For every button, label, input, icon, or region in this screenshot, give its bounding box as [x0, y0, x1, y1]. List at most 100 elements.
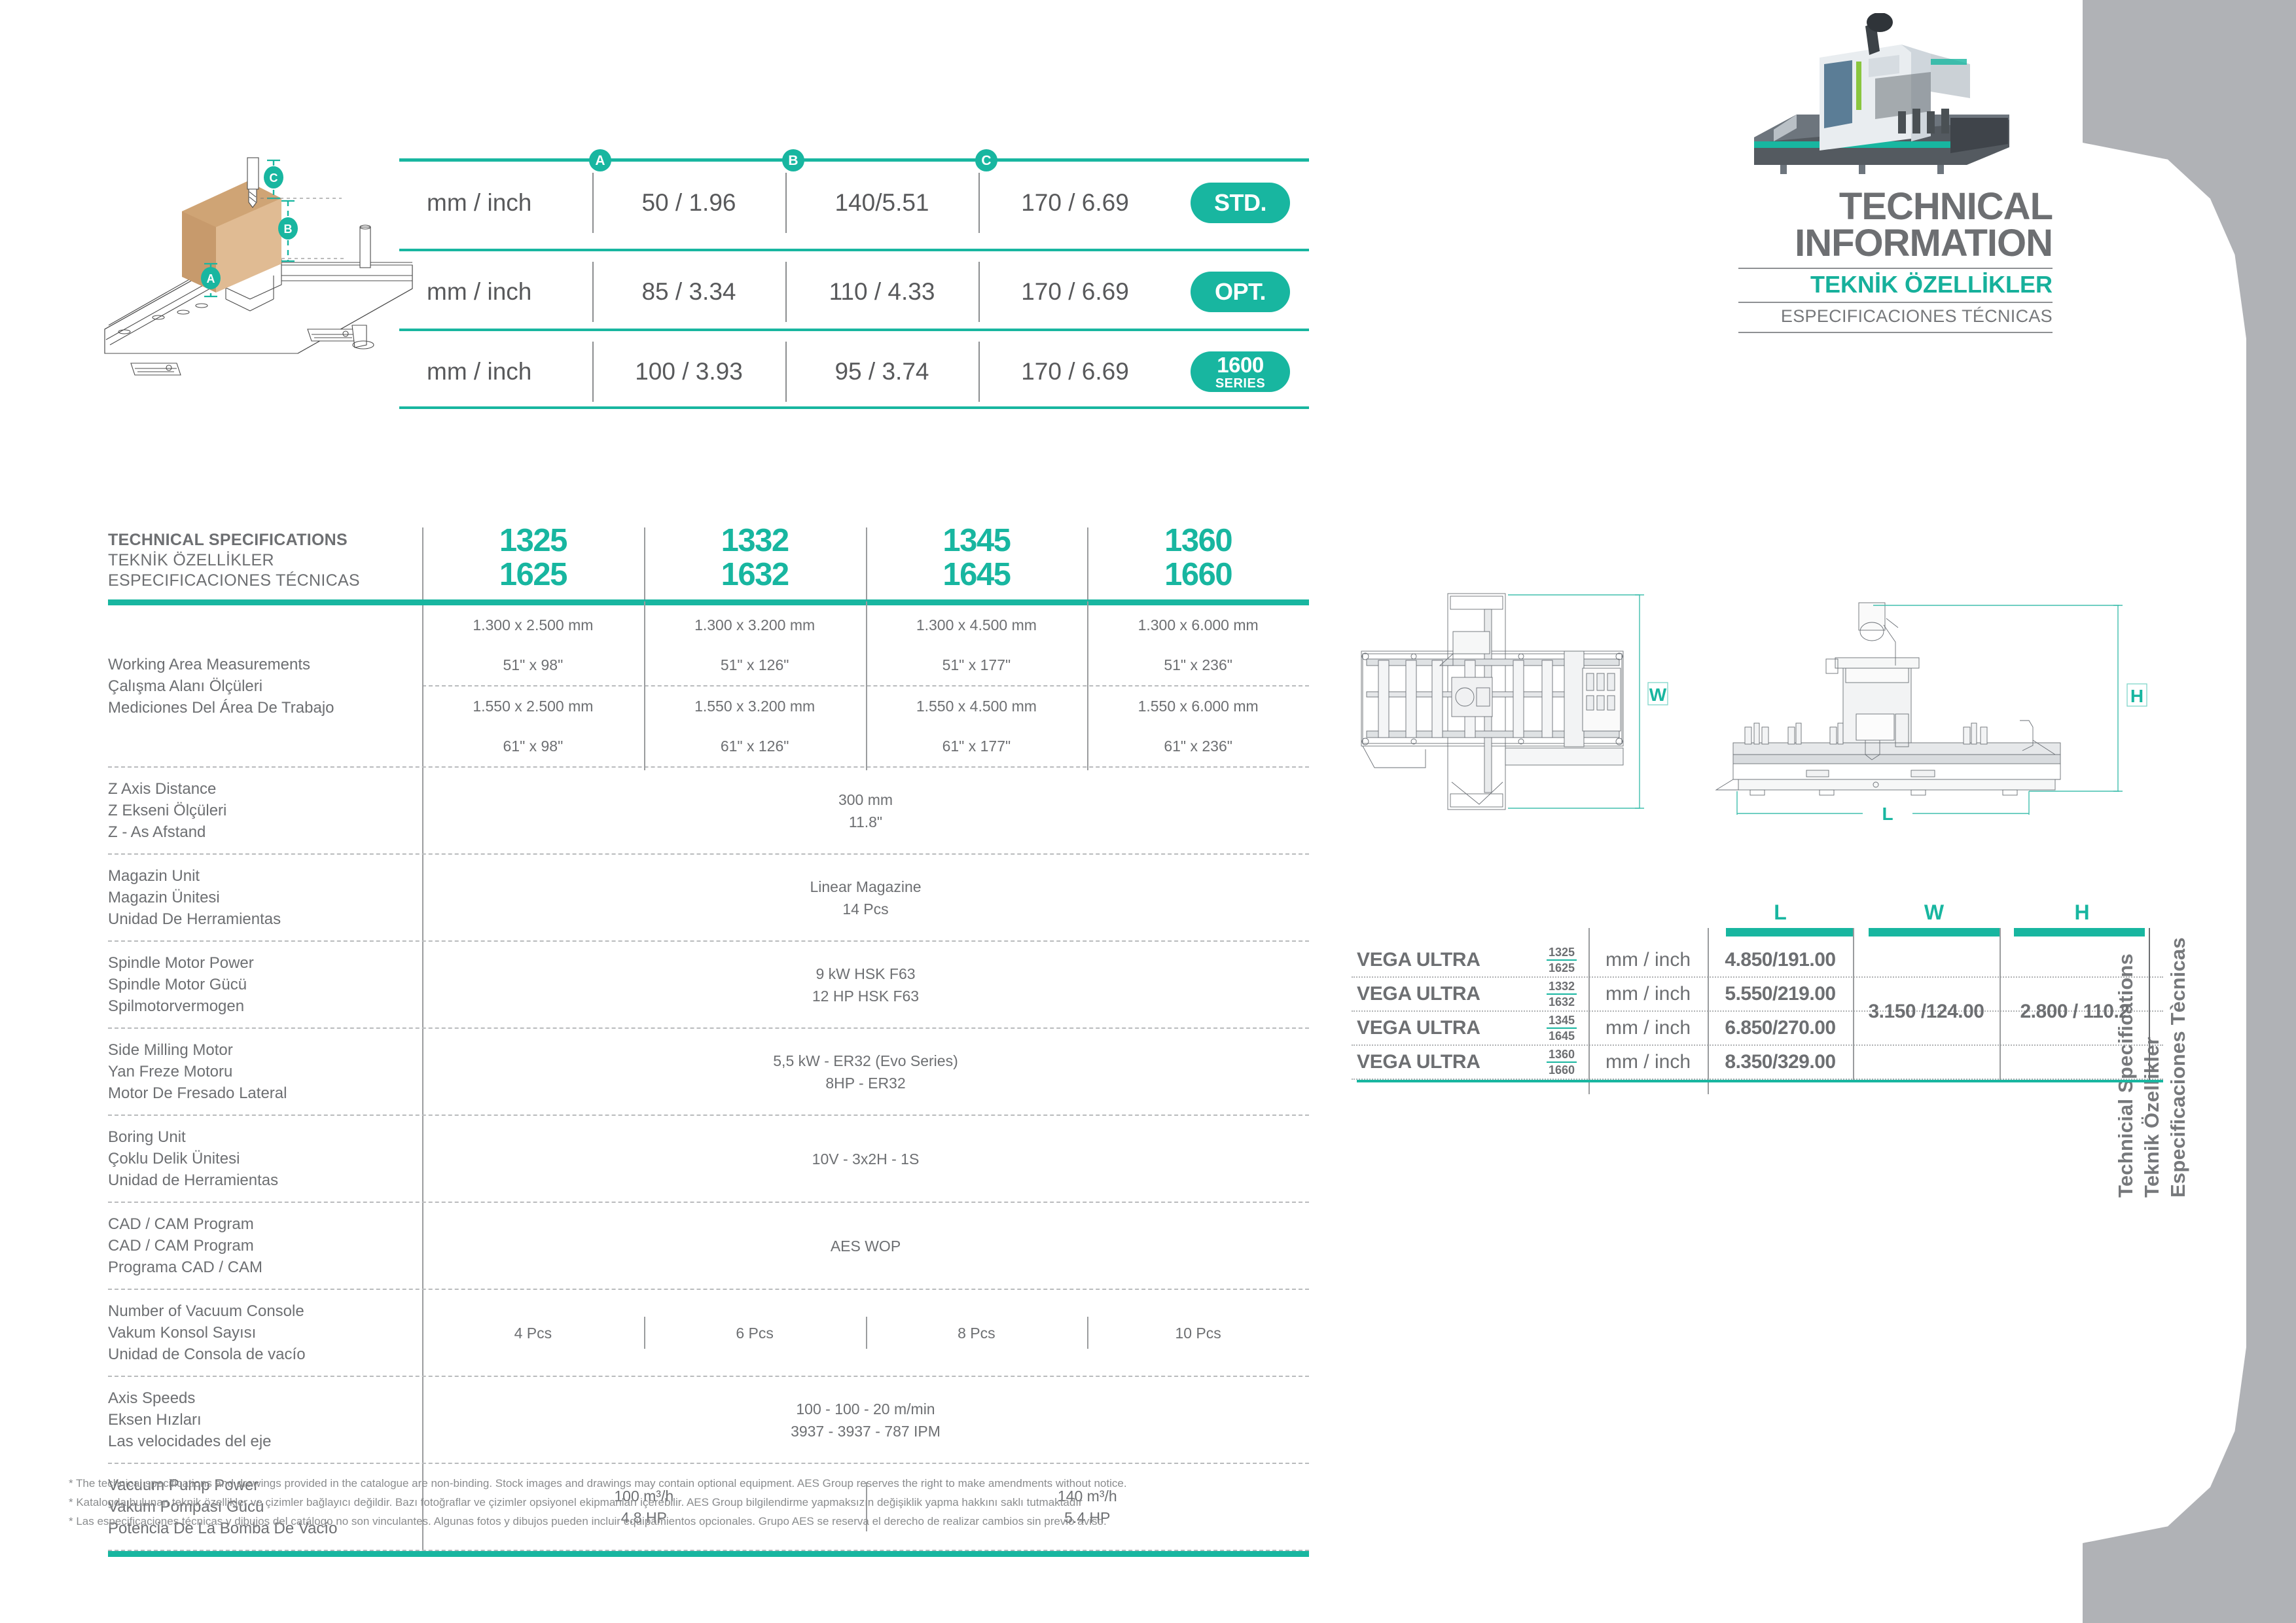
model-column-1360: 1360 1660	[1087, 524, 1309, 599]
spec-label-magazine: Magazin Unit Magazin Ünitesi Unidad De H…	[108, 855, 422, 940]
spec-row-boring-unit: Boring Unit Çoklu Delik Ünitesi Unidad d…	[108, 1116, 1309, 1203]
abc-rule-top	[399, 158, 1309, 162]
badge-opt: OPT.	[1191, 272, 1290, 312]
wa-u-mm-1325: 1.300 x 2.500 mm	[473, 616, 594, 633]
spec-header-en: TECHNICAL SPECIFICATIONS	[108, 531, 348, 549]
svg-text:A: A	[207, 272, 215, 285]
model-1360-bottom: 1660	[1164, 557, 1233, 592]
machine-top-view-drawing	[1361, 593, 1624, 810]
dimension-label-h: H	[2130, 686, 2144, 706]
axis-speeds-imperial: 3937 - 3937 - 787 IPM	[791, 1422, 941, 1440]
wa-l-in-1332: 61" x 126"	[643, 722, 866, 770]
model-1345-top: 1345	[942, 523, 1011, 558]
dim-row-1360: VEGA ULTRA 1360 1660 mm / inch 8.350/329…	[1352, 1030, 2163, 1094]
spec-header-labels: TECHNICAL SPECIFICATIONS TEKNİK ÖZELLİKL…	[108, 530, 422, 591]
spec-body-cad-cam: AES WOP	[422, 1203, 1309, 1289]
column-badge-b: B	[782, 149, 804, 171]
spec-body-boring-unit: 10V - 3x2H - 1S	[422, 1116, 1309, 1202]
z-axis-value-mm: 300 mm	[838, 791, 893, 808]
dim-header-w: W	[1924, 901, 1945, 924]
spec-row-vacuum-console-count: Number of Vacuum Console Vakum Konsol Sa…	[108, 1290, 1309, 1377]
vac-pump-left: 100 m³/h 4.8 HP	[422, 1471, 866, 1543]
model-1332-bottom: 1632	[721, 557, 790, 592]
page-title-line-1: TECHNICAL	[1839, 185, 2053, 228]
page-curl-bulge	[2083, 143, 2246, 1543]
clearance-b-std: 140/5.51	[785, 164, 978, 242]
magazine-count: 14 Pcs	[842, 900, 889, 918]
spec-row-working-area: Working Area Measurements Çalışma Alanı …	[108, 601, 1309, 770]
abc-rule-2	[399, 329, 1309, 331]
axis-speeds-metric: 100 - 100 - 20 m/min	[796, 1400, 935, 1418]
boring-en: Boring Unit	[108, 1128, 186, 1146]
title-divider-1	[1738, 268, 2053, 269]
dim-l-1325: 4.850/191.00	[1708, 928, 1853, 992]
spec-body-axis-speeds: 100 - 100 - 20 m/min 3937 - 3937 - 787 I…	[422, 1377, 1309, 1463]
spindle-tr: Spindle Motor Gücü	[108, 976, 247, 993]
dim-l-1345: 6.850/270.00	[1708, 996, 1853, 1060]
wa-u-mm-1345: 1.300 x 4.500 mm	[865, 601, 1088, 649]
column-badge-a: A	[589, 149, 611, 171]
spec-body-vacuum-console-count: 4 Pcs 6 Pcs 8 Pcs 10 Pcs	[422, 1290, 1309, 1376]
spindle-en: Spindle Motor Power	[108, 954, 254, 972]
dim-header-h: H	[2074, 901, 2090, 924]
spec-row-side-milling-motor: Side Milling Motor Yan Freze Motoru Moto…	[108, 1029, 1309, 1116]
wa-u-mm-1332: 1.300 x 3.200 mm	[643, 601, 866, 649]
spec-label-z-axis: Z Axis Distance Z Ekseni Ölçüleri Z - As…	[108, 768, 422, 853]
dim-model-1332: 1332 1632	[1535, 978, 1588, 1010]
clearance-row-1600: mm / inch 100 / 3.93 95 / 3.74 170 / 6.6…	[399, 332, 1309, 411]
spec-row-spindle-motor: Spindle Motor Power Spindle Motor Gücü S…	[108, 942, 1309, 1029]
dim-model-1360: 1360 1660	[1535, 1046, 1588, 1079]
vac-pump-tr: Vakum Pompası Gücü	[108, 1498, 264, 1516]
side-milling-hp: 8HP - ER32	[825, 1074, 906, 1092]
working-area-upper-inch: 51" x 98" 51" x 126" 51" x 177" 51" x 23…	[422, 641, 1309, 689]
dim-name-1325: VEGA ULTRA	[1357, 949, 1480, 971]
clearance-a-1600: 100 / 3.93	[592, 332, 785, 411]
spindle-kw: 9 kW HSK F63	[816, 965, 916, 982]
side-milling-tr: Yan Freze Motoru	[108, 1063, 233, 1080]
machine-front-view-drawing	[1715, 602, 2061, 796]
axis-speeds-tr: Eksen Hızları	[108, 1411, 202, 1429]
vac-pump-right-hp: 5.4 HP	[1064, 1508, 1111, 1526]
vac-console-es: Unidad de Consola de vacío	[108, 1346, 306, 1363]
spec-header-es: ESPECIFICACIONES TÉCNICAS	[108, 571, 360, 590]
wa-l-mm-1332: 1.550 x 3.200 mm	[643, 683, 866, 730]
technical-specifications-table: TECHNICAL SPECIFICATIONS TEKNİK ÖZELLİKL…	[108, 524, 1309, 1557]
dim-row-1332: VEGA ULTRA 1332 1632 mm / inch 5.550/219…	[1352, 962, 2163, 1026]
wa-u-in-1332: 51" x 126"	[643, 641, 866, 689]
dim-model-bottom-1632: 1632	[1548, 995, 1575, 1008]
cadcam-software: AES WOP	[830, 1237, 901, 1255]
dim-header-l: L	[1774, 901, 1787, 924]
axis-speeds-es: Las velocidades del eje	[108, 1433, 272, 1450]
wa-l-in-1325: 61" x 98"	[503, 738, 564, 755]
footnote-en: * The technical specifications and drawi…	[69, 1477, 1127, 1489]
clearance-a-std: 50 / 1.96	[592, 164, 785, 242]
working-area-lower-inch: 61" x 98" 61" x 126" 61" x 177" 61" x 23…	[422, 722, 1309, 770]
spec-body-magazine: Linear Magazine 14 Pcs	[422, 855, 1309, 940]
vac-pump-right: 140 m³/h 5.4 HP	[865, 1471, 1310, 1543]
side-tab-line-3: Especificaciones Tècnicas	[2166, 937, 2189, 1198]
vac-console-tr: Vakum Konsol Sayısı	[108, 1324, 257, 1342]
clearance-c-opt: 170 / 6.69	[978, 253, 1172, 331]
clearance-b-opt: 110 / 4.33	[785, 253, 978, 331]
model-1325-bottom: 1625	[499, 557, 568, 592]
clearance-b-1600: 95 / 3.74	[785, 332, 978, 411]
dim-bar-l	[1726, 928, 1853, 936]
dim-unit-1345: mm / inch	[1588, 996, 1708, 1060]
badge-opt-label: OPT.	[1214, 278, 1266, 305]
vac-pump-right-flow: 140 m³/h	[1057, 1487, 1117, 1505]
spec-label-vacuum-console-count: Number of Vacuum Console Vakum Konsol Sa…	[108, 1290, 422, 1376]
cadcam-es: Programa CAD / CAM	[108, 1258, 263, 1276]
title-divider-2	[1738, 302, 2053, 303]
dim-bar-w	[1869, 928, 2000, 936]
vac-console-1345: 8 Pcs	[865, 1311, 1088, 1355]
dim-row-1345: VEGA ULTRA 1345 1645 mm / inch 6.850/270…	[1352, 996, 2163, 1060]
wa-l-in-1345: 61" x 177"	[865, 722, 1088, 770]
wa-u-in-1360: 51" x 236"	[1087, 641, 1309, 689]
spec-label-working-area: Working Area Measurements Çalışma Alanı …	[108, 605, 422, 766]
magazine-tr: Magazin Ünitesi	[108, 889, 220, 906]
vac-console-1332: 6 Pcs	[643, 1311, 866, 1355]
header-block: TECHNICAL INFORMATION TEKNİK ÖZELLİKLER …	[1715, 12, 2055, 340]
spec-body-vacuum-pump-power: 100 m³/h 4.8 HP 140 m³/h 5.4 HP	[422, 1464, 1309, 1550]
spec-table-bottom-bar	[108, 1551, 1309, 1557]
side-milling-es: Motor De Fresado Lateral	[108, 1084, 287, 1102]
